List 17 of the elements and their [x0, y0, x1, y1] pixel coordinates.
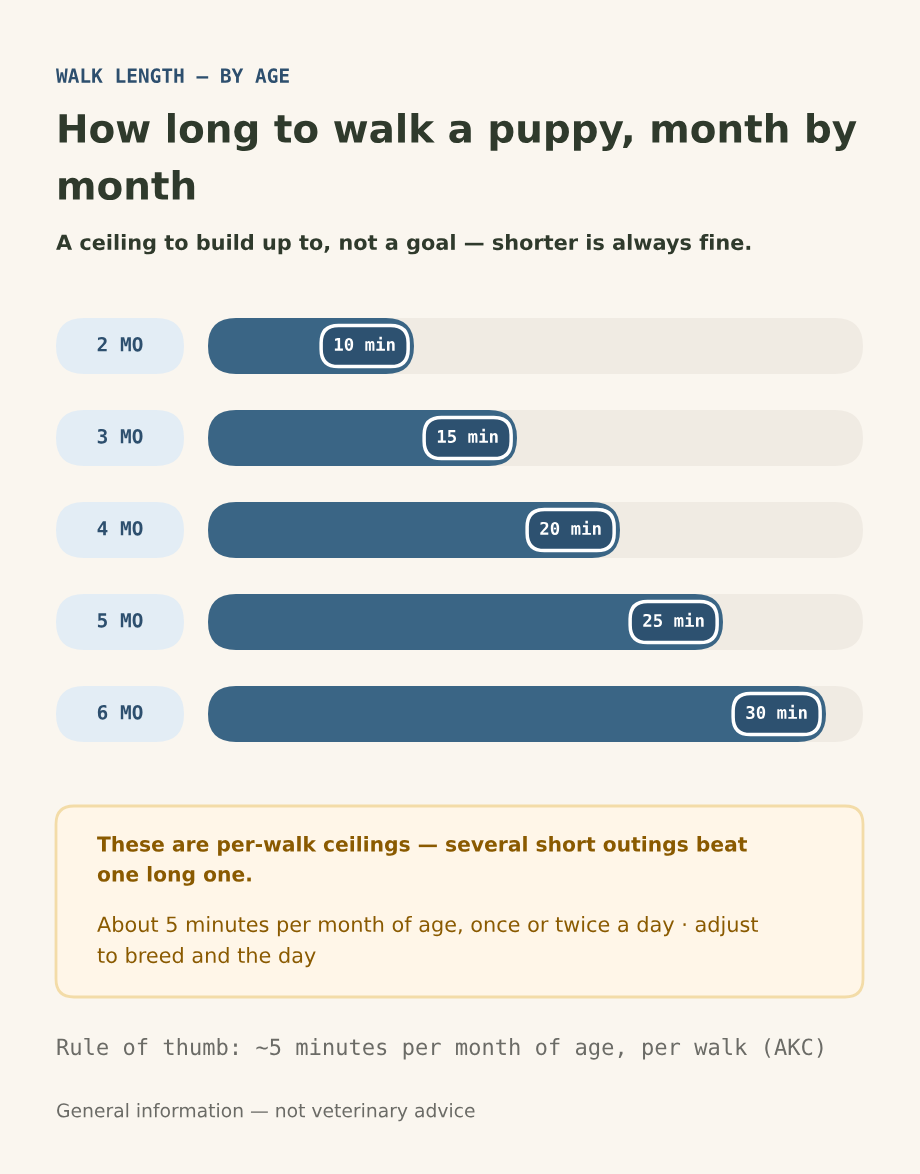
data-label: 30 min	[746, 704, 807, 720]
chart-subtitle: A ceiling to build up to, not a goal — shorter is always fine.	[56, 234, 751, 255]
text: WALK LENGTH — BY AGE	[56, 68, 289, 84]
data-label: 15 min	[437, 428, 498, 444]
y-tick-label: 2 MO	[97, 336, 143, 352]
chart-title: How long to walk a puppy, month by month	[59, 113, 857, 201]
data-label: 25 min	[643, 612, 704, 628]
data-label: 20 min	[540, 520, 601, 536]
y-tick-label: 5 MO	[97, 612, 143, 628]
data-label: 10 min	[334, 336, 395, 352]
text: General information — not veterinary advice	[57, 1103, 475, 1122]
y-tick-label: 3 MO	[97, 428, 143, 444]
text: Rule of thumb: ~5 minutes per month of age, per walk (AKC)	[57, 1038, 823, 1060]
text: About 5 minutes per month of age, once or twice a day · adjust to breed and the day	[97, 916, 759, 968]
y-tick-label: 6 MO	[97, 704, 143, 720]
text: These are per-walk ceilings — several short outings beat one long one.	[97, 836, 747, 886]
y-tick-label: 4 MO	[97, 520, 143, 536]
